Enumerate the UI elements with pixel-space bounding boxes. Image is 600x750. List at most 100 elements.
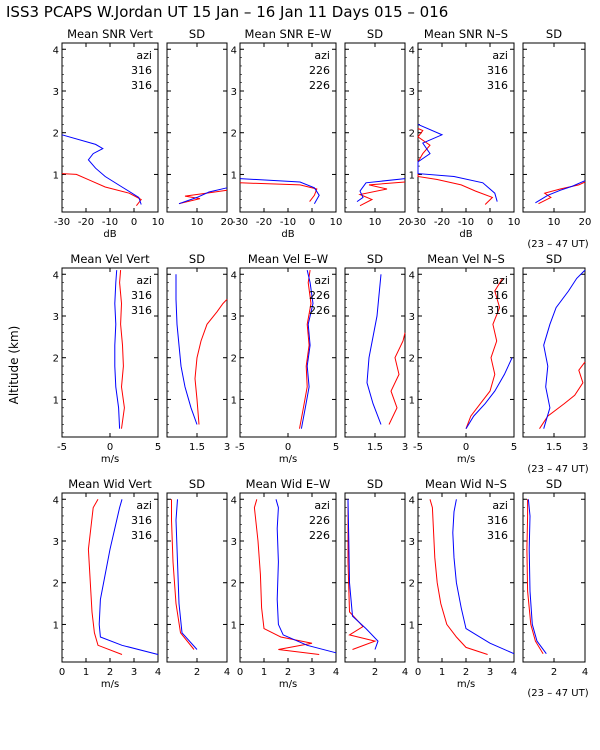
panel-wid-vert: Mean Wid Vert 1 2 3 4 0 1 2 3 4 m/s azi 316 316 bbox=[53, 477, 162, 690]
panel-title: SD bbox=[189, 252, 205, 266]
x-tick-label: 10 bbox=[548, 217, 561, 228]
panel-title: SD bbox=[546, 477, 562, 491]
x-tick-label: 5 bbox=[511, 442, 517, 453]
series-line-blue bbox=[535, 180, 586, 204]
y-tick-label: 1 bbox=[409, 395, 415, 406]
series-line-red bbox=[358, 181, 406, 207]
x-tick-label: -5 bbox=[235, 442, 245, 453]
y-tick-label: 3 bbox=[409, 312, 415, 323]
x-tick-label: 0 bbox=[107, 442, 113, 453]
panel-vel-vert: Mean Vel Vert 1 2 3 4 -5 0 5 m/s azi 316 316 bbox=[53, 252, 162, 465]
series-line-red bbox=[526, 499, 544, 654]
y-tick-label: 1 bbox=[53, 620, 59, 631]
panel-vel-ew_sd: SD 1.5 3 bbox=[344, 252, 408, 453]
x-tick-label: 1 bbox=[83, 667, 89, 678]
x-tick-label: 3 bbox=[131, 667, 137, 678]
legend-entry-blue: 226 bbox=[309, 304, 330, 317]
y-tick-label: 4 bbox=[53, 270, 59, 281]
x-tick-label: 0 bbox=[487, 217, 493, 228]
panel-title: SD bbox=[367, 27, 383, 41]
y-tick-label: 3 bbox=[231, 537, 237, 548]
panel-frame bbox=[166, 42, 228, 213]
y-tick-label: 4 bbox=[53, 45, 59, 56]
legend-entry-red: 316 bbox=[487, 64, 508, 77]
x-tick-label: 4 bbox=[511, 667, 517, 678]
y-tick-label: 1 bbox=[53, 170, 59, 181]
series-line-blue bbox=[452, 499, 515, 655]
panel-title: Mean Vel E–W bbox=[248, 252, 328, 266]
x-tick-label: 0 bbox=[131, 217, 137, 228]
series-line-red bbox=[347, 499, 377, 650]
panel-frame bbox=[344, 267, 406, 438]
x-tick-label: 3 bbox=[309, 667, 315, 678]
series-line-red bbox=[465, 278, 503, 429]
x-axis-label: m/s bbox=[457, 679, 475, 690]
series-line-blue bbox=[61, 134, 142, 205]
legend-entry-red: 226 bbox=[309, 64, 330, 77]
x-tick-label: 4 bbox=[333, 667, 339, 678]
y-tick-label: 4 bbox=[53, 495, 59, 506]
x-tick-label: 1.5 bbox=[546, 442, 562, 453]
panel-title: SD bbox=[189, 477, 205, 491]
panel-title: Mean SNR Vert bbox=[67, 27, 153, 41]
y-tick-label: 4 bbox=[231, 270, 237, 281]
x-tick-label: 0 bbox=[285, 442, 291, 453]
panel-title: Mean Wid E–W bbox=[246, 477, 331, 491]
panel-title: Mean Wid Vert bbox=[68, 477, 152, 491]
series-line-blue bbox=[543, 269, 586, 429]
panel-title: Mean SNR N–S bbox=[424, 27, 508, 41]
series-line-blue bbox=[239, 178, 320, 204]
panel-title: SD bbox=[546, 252, 562, 266]
x-tick-label: 10 bbox=[369, 217, 382, 228]
series-line-blue bbox=[527, 499, 547, 654]
panel-title: Mean Wid N–S bbox=[425, 477, 507, 491]
x-tick-label: 5 bbox=[333, 442, 339, 453]
panel-frame bbox=[522, 492, 586, 663]
series-line-red bbox=[538, 181, 586, 205]
series-line-blue bbox=[347, 499, 379, 650]
series-line-blue bbox=[465, 357, 513, 429]
y-tick-label: 1 bbox=[231, 395, 237, 406]
y-tick-label: 2 bbox=[409, 129, 415, 140]
time-range-note-row3: (23 – 47 UT) bbox=[527, 688, 588, 699]
x-tick-label: -10 bbox=[280, 217, 296, 228]
y-tick-label: 4 bbox=[231, 45, 237, 56]
series-line-blue bbox=[300, 269, 314, 429]
panel-title: Mean Vel N–S bbox=[427, 252, 505, 266]
series-line-red bbox=[253, 499, 320, 655]
series-line-blue bbox=[366, 274, 382, 425]
legend-entry-blue: 316 bbox=[487, 529, 508, 542]
x-axis-label: m/s bbox=[279, 679, 297, 690]
x-axis-label: m/s bbox=[457, 454, 475, 465]
x-tick-label: -30 bbox=[232, 217, 248, 228]
y-tick-label: 2 bbox=[231, 354, 237, 365]
x-tick-label: -30 bbox=[410, 217, 426, 228]
x-tick-label: 4 bbox=[582, 667, 588, 678]
legend-header: azi bbox=[136, 499, 152, 512]
series-line-blue bbox=[275, 499, 337, 654]
x-tick-label: 1.5 bbox=[189, 442, 205, 453]
series-line-blue bbox=[114, 270, 121, 429]
legend-header: azi bbox=[136, 49, 152, 62]
series-line-red bbox=[119, 270, 125, 429]
panel-vel-ns_sd: SD 1.5 3 bbox=[522, 252, 588, 453]
x-tick-label: 3 bbox=[402, 442, 408, 453]
y-tick-label: 1 bbox=[409, 620, 415, 631]
x-tick-label: -20 bbox=[434, 217, 450, 228]
x-tick-label: 1.5 bbox=[367, 442, 383, 453]
legend-entry-red: 316 bbox=[487, 514, 508, 527]
x-tick-label: 2 bbox=[194, 667, 200, 678]
legend-header: azi bbox=[314, 274, 330, 287]
x-tick-label: 1 bbox=[261, 667, 267, 678]
y-tick-label: 3 bbox=[231, 87, 237, 98]
panel-title: Mean Vel Vert bbox=[70, 252, 150, 266]
panel-wid-ew: Mean Wid E–W 1 2 3 4 0 1 2 3 4 m/s azi 226 226 bbox=[231, 477, 340, 690]
panel-vel-ew: Mean Vel E–W 1 2 3 4 -5 0 5 m/s azi 226 226 bbox=[231, 252, 340, 465]
x-tick-label: 3 bbox=[487, 667, 493, 678]
legend-entry-red: 226 bbox=[309, 289, 330, 302]
x-tick-label: 2 bbox=[551, 667, 557, 678]
panel-snr-ew_sd: SD 10 20 bbox=[344, 27, 411, 228]
panel-snr-vert: Mean SNR Vert 1 2 3 4 -30 -20 -10 0 10 dB azi 316 316 bbox=[53, 27, 165, 240]
